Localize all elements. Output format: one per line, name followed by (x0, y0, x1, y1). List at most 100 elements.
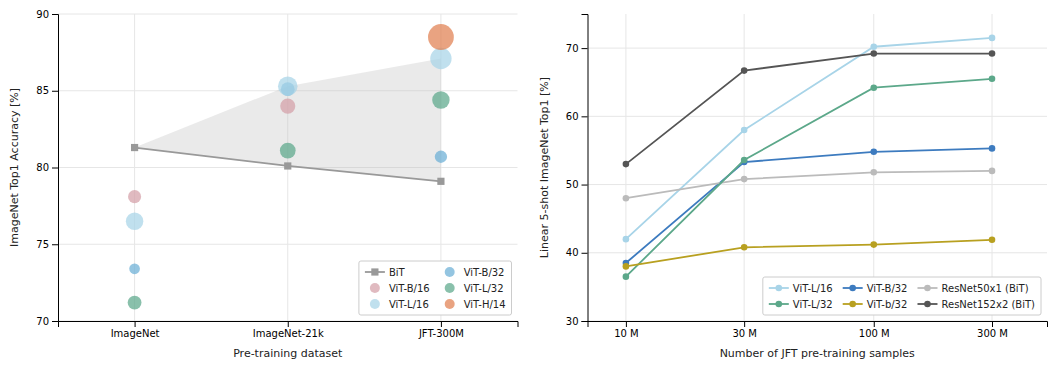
tick-label: 100 M (859, 328, 890, 339)
legend-swatch (849, 301, 856, 308)
tick-mark (582, 48, 588, 49)
tick-label: 85 (36, 85, 49, 96)
legend-label: BiT (389, 267, 406, 278)
series-line (626, 171, 992, 198)
x-tick: 10 M (614, 321, 639, 339)
grid-line-x (873, 14, 874, 321)
point (435, 151, 447, 163)
marker (870, 149, 877, 156)
legend-label: ViT-b/32 (867, 299, 908, 310)
tick-mark (52, 168, 58, 169)
marker (989, 50, 996, 57)
grid-line-y (588, 184, 1048, 185)
tick-label: 50 (566, 179, 579, 190)
marker (623, 263, 630, 270)
y-tick: 50 (566, 179, 588, 190)
y-tick: 80 (36, 162, 58, 173)
x-axis: 10 M 30 M 100 M 300 M (588, 321, 1048, 339)
x-tick: 300 M (977, 321, 1008, 339)
legend-label: ViT-H/14 (464, 299, 506, 310)
grid (588, 14, 1048, 321)
grid-line-y (588, 252, 1048, 253)
tick-mark (744, 321, 745, 327)
tick-label: 70 (36, 316, 49, 327)
y-axis: 30 40 50 60 70 (566, 15, 588, 327)
x-tick: 100 M (859, 321, 890, 339)
legend-box (359, 261, 512, 315)
tick-mark (582, 321, 588, 322)
marker (989, 237, 996, 244)
legend-label: ViT-B/32 (464, 267, 505, 278)
grid (58, 14, 518, 321)
point (428, 24, 454, 50)
legend-label: ViT-L/16 (793, 283, 833, 294)
tick-label: 40 (566, 247, 579, 258)
grid-line-x (992, 14, 993, 321)
marker (870, 169, 877, 176)
legend-swatch (445, 299, 455, 309)
legend-label: ResNet50x1 (BiT) (941, 283, 1028, 294)
point (126, 212, 143, 229)
legend-entry: BiT (365, 267, 406, 278)
tick-mark (992, 321, 993, 327)
y-tick: 60 (566, 111, 588, 122)
y-tick: 70 (566, 43, 588, 54)
series-line (626, 54, 992, 165)
legend-entry: ViT-H/14 (445, 299, 506, 310)
marker (741, 67, 748, 74)
marker (989, 168, 996, 175)
figure: ImageNet ImageNet-21k JFT-300M 70 75 80 85 90 Pr… (0, 0, 1059, 367)
marker (741, 127, 748, 134)
tick-label: ImageNet (111, 328, 160, 339)
legend: ViT-L/16 ViT-B/32 ResNet50x1 (BiT) ViT-L/32… (763, 277, 1041, 315)
grid-line-x (744, 14, 745, 321)
marker (741, 157, 748, 164)
legend-swatch (371, 268, 378, 275)
legend-entry: ResNet152x2 (BiT) (917, 299, 1035, 310)
y-tick: 40 (566, 247, 588, 258)
legend-label: ViT-B/16 (389, 283, 430, 294)
point (278, 76, 298, 96)
tick-label: 30 (566, 316, 579, 327)
legend-entry: ViT-L/16 (769, 283, 833, 294)
legend-swatch (370, 283, 380, 293)
marker (989, 35, 996, 42)
tick-label: ImageNet-21k (253, 328, 324, 339)
marker (870, 50, 877, 57)
plot-area (623, 35, 996, 280)
x-tick: JFT-300M (418, 321, 464, 339)
y-tick: 70 (36, 316, 58, 327)
legend-entry: ViT-B/16 (370, 283, 430, 294)
y-tick: 90 (36, 9, 58, 20)
marker (131, 144, 138, 151)
legend-entry: ViT-B/32 (445, 267, 505, 278)
marker (623, 195, 630, 202)
x-tick: 30 M (732, 321, 757, 339)
point (128, 296, 142, 310)
legend-entry: ViT-L/32 (769, 299, 833, 310)
tick-mark (582, 253, 588, 254)
panel: ImageNet ImageNet-21k JFT-300M 70 75 80 85 90 Pr… (8, 9, 518, 360)
y-tick: 85 (36, 85, 58, 96)
series-line (626, 79, 992, 277)
tick-mark (288, 321, 289, 327)
x-axis-line (59, 322, 519, 328)
point (129, 263, 140, 274)
legend-swatch (924, 301, 931, 308)
marker (741, 176, 748, 183)
marker (437, 178, 444, 185)
x-axis: ImageNet ImageNet-21k JFT-300M (59, 321, 519, 339)
legend-swatch (370, 299, 380, 309)
grid-line-y (588, 116, 1048, 117)
point (280, 99, 295, 114)
tick-mark (441, 321, 442, 327)
marker (870, 84, 877, 91)
y-tick: 75 (36, 239, 58, 250)
x-axis-title: Pre-training dataset (233, 347, 343, 360)
y-axis-line (582, 15, 589, 322)
legend-label: ViT-L/16 (389, 299, 429, 310)
tick-mark (52, 14, 58, 15)
series-line (626, 38, 992, 239)
legend-entry: ViT-B/32 (843, 283, 908, 294)
legend-entry: ResNet50x1 (BiT) (917, 283, 1028, 294)
